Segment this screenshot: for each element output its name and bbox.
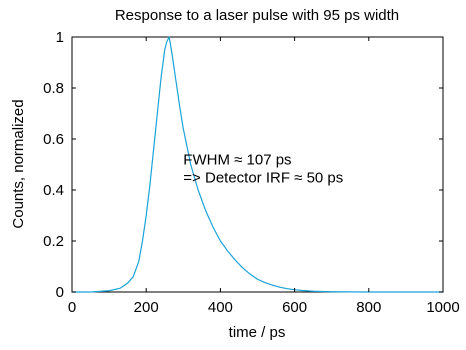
x-tick-label: 400 [208, 299, 233, 316]
x-axis-ticks: 0 200 400 600 800 1000 [68, 37, 460, 316]
x-tick-label: 600 [282, 299, 307, 316]
x-tick-label: 0 [68, 299, 76, 316]
plot-area: 0 200 400 600 800 1000 0 0.2 0.4 0.6 0.8 1 FWHM ≈ … [43, 29, 460, 316]
y-tick-label: 0.2 [43, 233, 64, 250]
x-tick-label: 800 [356, 299, 381, 316]
annotation-0: FWHM ≈ 107 ps [183, 152, 291, 169]
x-tick-label: 1000 [426, 299, 459, 316]
curve-layer [72, 36, 443, 293]
y-tick-label: 0.8 [43, 80, 64, 97]
y-tick-label: 0 [56, 284, 64, 301]
chart-title: Response to a laser pulse with 95 ps wid… [115, 7, 399, 24]
y-tick-label: 1 [56, 29, 64, 46]
annotations: FWHM ≈ 107 ps=> Detector IRF ≈ 50 ps [183, 152, 343, 187]
plot-frame [71, 36, 444, 293]
y-tick-label: 0.4 [43, 182, 64, 199]
x-tick-label: 200 [134, 299, 159, 316]
series-line-0 [72, 36, 443, 293]
x-axis-label: time / ps [229, 324, 286, 341]
y-axis-label: Counts, normalized [10, 99, 27, 228]
y-tick-label: 0.6 [43, 131, 64, 148]
annotation-1: => Detector IRF ≈ 50 ps [183, 169, 343, 186]
y-axis-ticks: 0 0.2 0.4 0.6 0.8 1 [43, 29, 443, 301]
